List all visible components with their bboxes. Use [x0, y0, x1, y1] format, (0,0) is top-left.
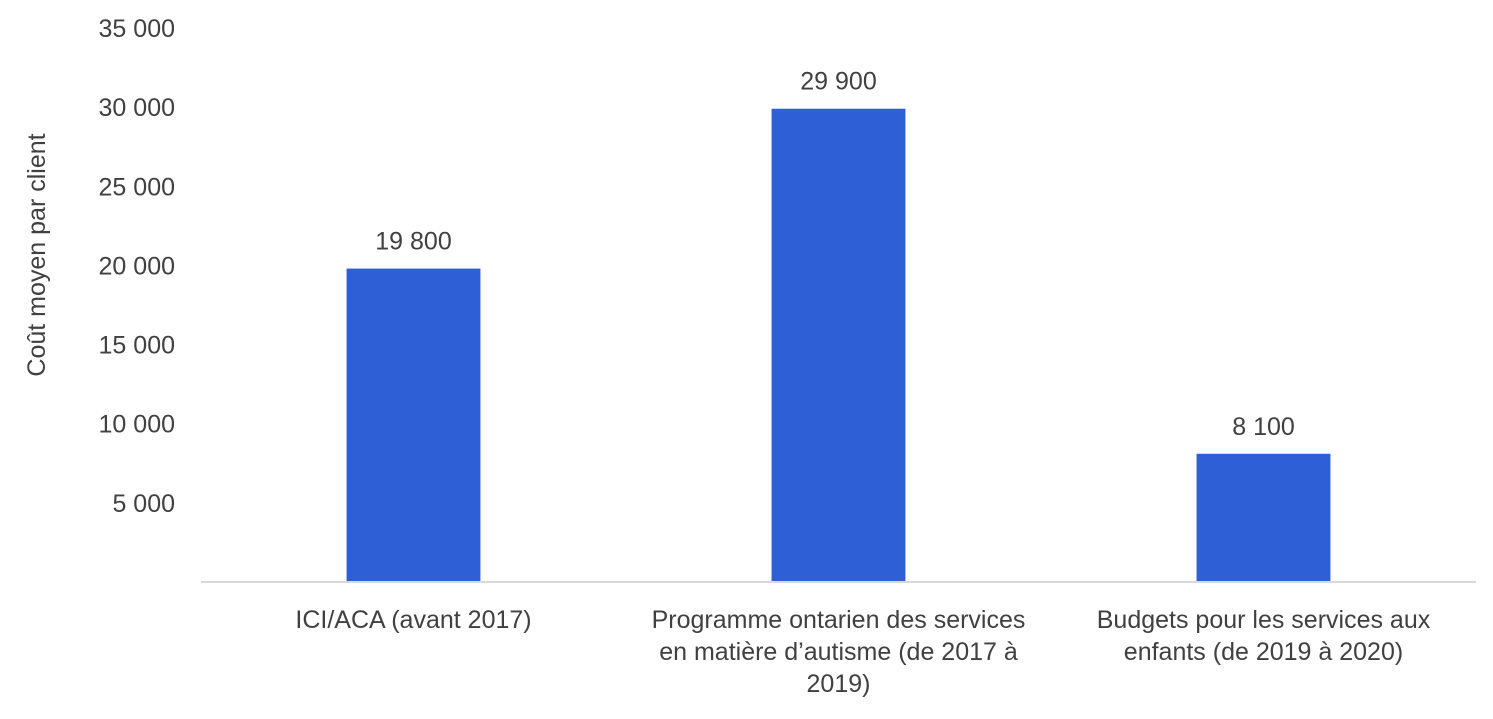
bar	[771, 108, 906, 583]
bar-value-label: 8 100	[1232, 413, 1295, 441]
y-tick-label: 35 000	[99, 15, 175, 43]
y-tick-label: 25 000	[99, 173, 175, 201]
data-labels: 19 800 29 900 8 100	[375, 68, 1295, 441]
category-label: Programme ontarien des services	[652, 606, 1026, 634]
category-labels: ICI/ACA (avant 2017) Programme ontarien d…	[295, 606, 1430, 698]
bar	[346, 268, 481, 582]
category-label: 2019)	[807, 670, 871, 698]
y-tick-label: 5 000	[112, 490, 175, 518]
y-tick-label: 30 000	[99, 94, 175, 122]
category-label: Budgets pour les services aux	[1097, 606, 1431, 634]
bar-value-label: 19 800	[375, 228, 451, 256]
category-label: enfants (de 2019 à 2020)	[1124, 638, 1403, 666]
bars	[346, 108, 1331, 583]
y-tick-label: 15 000	[99, 332, 175, 360]
bar-value-label: 29 900	[800, 68, 876, 96]
category-label: ICI/ACA (avant 2017)	[295, 606, 531, 634]
y-tick-label: 10 000	[99, 411, 175, 439]
y-axis-title: Coût moyen par client	[23, 133, 51, 376]
y-axis-ticks: 5 000 10 000 15 000 20 000 25 000 30 000 35 00…	[99, 15, 175, 518]
y-tick-label: 20 000	[99, 252, 175, 280]
category-label: en matière d’autisme (de 2017 à	[659, 638, 1018, 666]
bar	[1196, 453, 1331, 582]
